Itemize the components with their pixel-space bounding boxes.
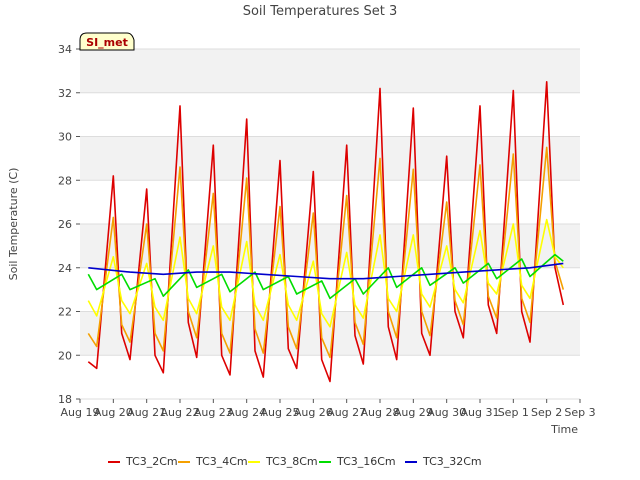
- legend: TC3_2Cm TC3_4Cm TC3_8Cm TC3_16Cm TC3_32Cm: [108, 455, 482, 468]
- series-line-tc3-32cm: [88, 262, 564, 280]
- legend-item-tc3-2cm: TC3_2Cm: [108, 455, 178, 468]
- x-tick-label: Sep 1: [498, 406, 529, 419]
- legend-label: TC3_2Cm: [125, 455, 178, 468]
- x-tick-label: Aug 30: [427, 406, 466, 419]
- y-tick-label: 24: [58, 262, 72, 275]
- x-tick-label: Aug 23: [194, 406, 233, 419]
- legend-label: TC3_16Cm: [336, 455, 396, 468]
- x-tick-label: Aug 29: [394, 406, 433, 419]
- series-line-tc3-16cm: [87, 253, 564, 300]
- x-tick-label: Aug 24: [227, 406, 266, 419]
- y-tick-label: 22: [58, 306, 72, 319]
- x-tick-label: Sep 3: [564, 406, 595, 419]
- legend-label: TC3_8Cm: [265, 455, 318, 468]
- y-tick-label: 34: [58, 43, 72, 56]
- legend-label: TC3_32Cm: [422, 455, 482, 468]
- legend-item-tc3-4cm: TC3_4Cm: [178, 455, 248, 468]
- x-tick-label: Aug 20: [94, 406, 133, 419]
- grid-band: [80, 224, 580, 268]
- y-tick-label: 28: [58, 174, 72, 187]
- x-tick-label: Aug 21: [127, 406, 166, 419]
- y-axis-ticks: 18 20 22 24 26 28 30 32 34: [58, 43, 80, 406]
- grid-band: [80, 49, 580, 93]
- site-annotation-label: SI_met: [86, 36, 128, 49]
- y-tick-label: 20: [58, 349, 72, 362]
- y-axis-label: Soil Temperature (C): [7, 168, 20, 281]
- legend-item-tc3-16cm: TC3_16Cm: [319, 455, 396, 468]
- y-tick-label: 30: [58, 131, 72, 144]
- y-tick-label: 32: [58, 87, 72, 100]
- chart-title: Soil Temperatures Set 3: [243, 4, 398, 19]
- grid-band: [80, 136, 580, 181]
- series-lines: [87, 81, 565, 383]
- x-tick-label: Sep 2: [531, 406, 562, 419]
- legend-item-tc3-32cm: TC3_32Cm: [405, 455, 482, 468]
- y-tick-label: 26: [58, 218, 72, 231]
- x-tick-label: Aug 26: [294, 406, 333, 419]
- x-axis-label: Time: [550, 423, 578, 436]
- x-tick-label: Aug 25: [261, 406, 300, 419]
- x-tick-label: Aug 28: [361, 406, 400, 419]
- series-line-tc3-8cm: [87, 218, 564, 328]
- legend-item-tc3-8cm: TC3_8Cm: [248, 455, 318, 468]
- x-tick-label: Aug 27: [327, 406, 366, 419]
- site-annotation: SI_met: [79, 32, 135, 51]
- x-tick-label: Aug 22: [161, 406, 200, 419]
- x-tick-label: Aug 31: [461, 406, 500, 419]
- x-tick-label: Aug 19: [61, 406, 100, 419]
- y-tick-label: 18: [58, 393, 72, 406]
- legend-label: TC3_4Cm: [195, 455, 248, 468]
